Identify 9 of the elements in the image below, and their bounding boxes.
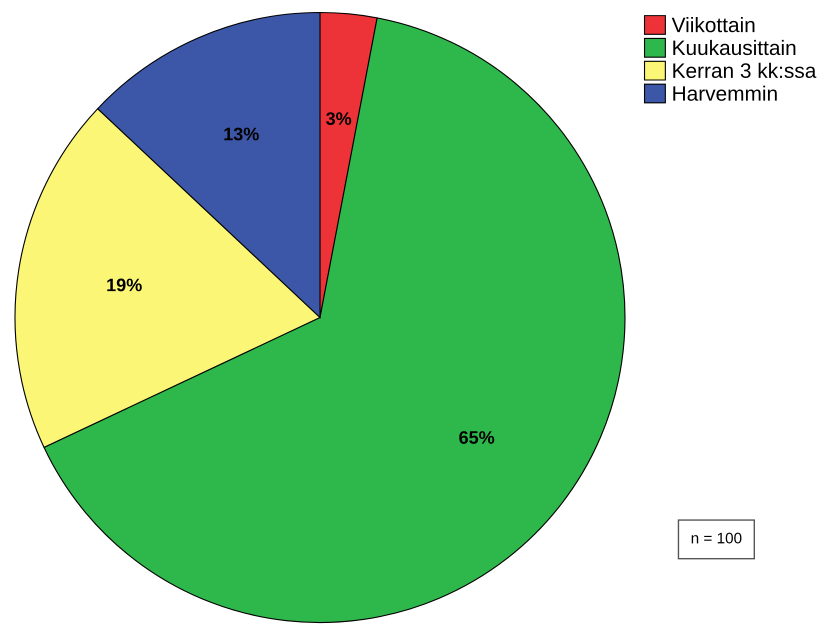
legend-label: Harvemmin — [673, 86, 777, 101]
legend-label: Kerran 3 kk:ssa — [673, 62, 816, 78]
legend-label: Viikottain — [672, 16, 754, 32]
data-label: 3% — [326, 112, 352, 125]
data-label: 65% — [459, 431, 494, 444]
legend-label: Kuukausittain — [673, 40, 796, 56]
data-label: 13% — [224, 128, 259, 140]
data-label: 19% — [107, 278, 142, 292]
text: n = 100 — [692, 532, 742, 544]
